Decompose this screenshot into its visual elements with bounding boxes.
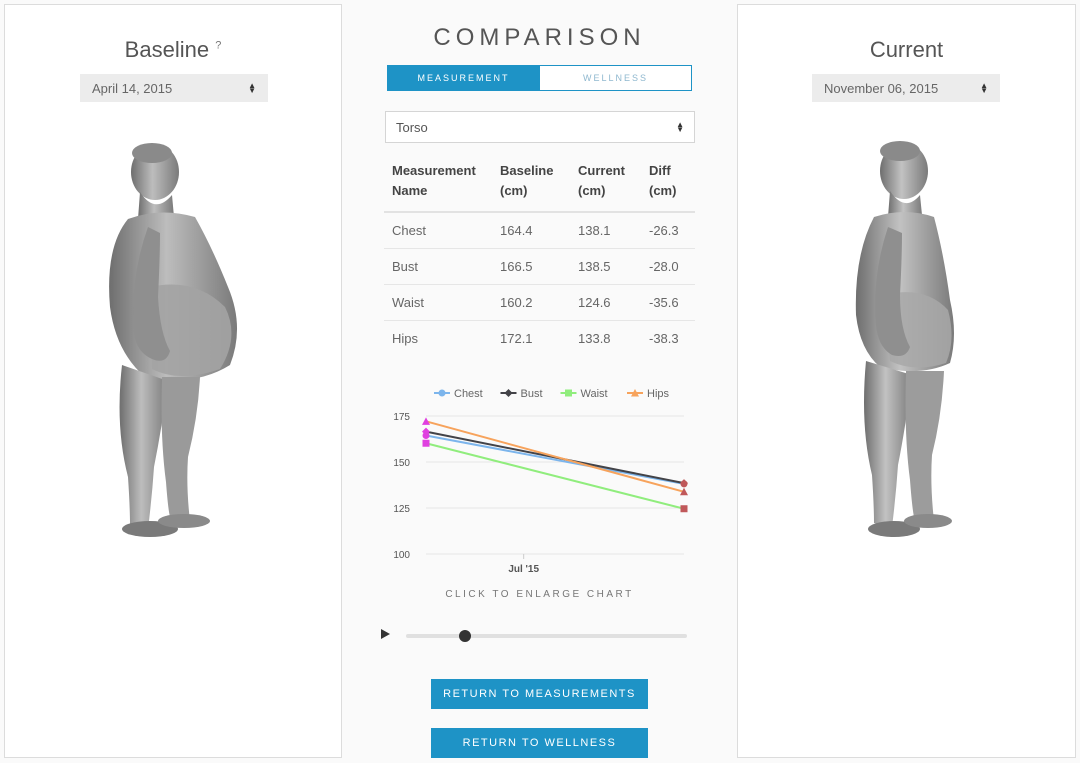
comparison-panel: COMPARISON MEASUREMENT WELLNESS Torso ▲ ▼… xyxy=(342,0,737,763)
enlarge-chart-link[interactable]: CLICK TO ENLARGE CHART xyxy=(445,589,634,600)
header-baseline: Baseline (cm) xyxy=(492,154,570,213)
cell-name: Waist xyxy=(384,284,492,321)
legend-label: Chest xyxy=(454,388,483,400)
baseline-date-value: April 14, 2015 xyxy=(92,80,173,96)
header-diff: Diff (cm) xyxy=(641,154,695,213)
baseline-title-text: Baseline xyxy=(124,37,210,62)
comparison-tabs: MEASUREMENT WELLNESS xyxy=(387,65,692,91)
current-panel: Current November 06, 2015 ▲ ▼ xyxy=(737,4,1076,758)
legend-marker xyxy=(565,389,572,397)
timeline-slider-track[interactable] xyxy=(406,634,687,638)
point-waist xyxy=(680,505,688,513)
cell-current: 124.6 xyxy=(570,284,641,321)
current-title-text: Current xyxy=(869,37,944,62)
select-arrows-icon: ▲ ▼ xyxy=(676,120,684,134)
cell-name: Hips xyxy=(392,331,419,346)
table-row: Chest 164.4 138.1 -26.3 xyxy=(384,212,695,249)
tab-measurement[interactable]: MEASUREMENT xyxy=(387,65,540,91)
table-row: Bust 166.5 138.5 -28.0 xyxy=(384,248,695,285)
y-tick-label: 150 xyxy=(393,458,410,469)
current-date-select[interactable]: November 06, 2015 ▲ ▼ xyxy=(812,74,1000,102)
measurement-chart[interactable]: 175 150 125 100 Jul '15 Chest Bust Waist Hips xyxy=(384,380,704,580)
point-bust xyxy=(680,479,688,488)
header-current: Current (cm) xyxy=(570,154,641,213)
baseline-date-select[interactable]: April 14, 2015 ▲ ▼ xyxy=(80,74,268,102)
legend-label: Hips xyxy=(647,388,670,400)
current-title: Current xyxy=(738,37,1075,63)
table-row: Waist 160.2 124.6 -35.6 xyxy=(384,284,695,321)
point-bust xyxy=(422,427,430,436)
y-tick-label: 100 xyxy=(393,550,410,561)
cell-baseline: 164.4 xyxy=(492,212,570,249)
cell-name: Chest xyxy=(384,212,492,249)
series-line-chest xyxy=(425,434,685,485)
cell-diff: -35.6 xyxy=(641,284,695,321)
help-mark[interactable]: ? xyxy=(215,39,222,52)
play-icon[interactable] xyxy=(381,629,390,639)
cell-diff: -38.3 xyxy=(649,331,679,346)
point-hips xyxy=(680,487,688,496)
tab-wellness[interactable]: WELLNESS xyxy=(540,65,692,91)
cell-baseline: 172.1 xyxy=(500,331,533,346)
cell-baseline: 160.2 xyxy=(492,284,570,321)
series-line-hips xyxy=(425,420,685,493)
current-date-value: November 06, 2015 xyxy=(824,80,939,96)
cell-current: 138.5 xyxy=(570,248,641,285)
baseline-body-scan[interactable] xyxy=(100,137,250,542)
header-measurement-name: Measurement Name xyxy=(384,154,492,213)
region-select[interactable]: Torso ▲ ▼ xyxy=(385,111,695,143)
point-waist xyxy=(422,439,430,447)
legend-label: Waist xyxy=(581,388,608,400)
cell-current: 138.1 xyxy=(570,212,641,249)
current-body-scan[interactable] xyxy=(850,135,970,545)
cell-baseline: 166.5 xyxy=(492,248,570,285)
select-arrows-icon: ▲ ▼ xyxy=(248,81,256,95)
legend-marker xyxy=(631,389,639,397)
return-to-wellness-button[interactable]: RETURN TO WELLNESS xyxy=(431,728,648,758)
timeline-slider-thumb[interactable] xyxy=(459,630,471,642)
comparison-title: COMPARISON xyxy=(433,24,646,51)
legend-marker xyxy=(504,389,513,397)
baseline-title: Baseline ? xyxy=(5,37,341,63)
cell-name: Bust xyxy=(384,248,492,285)
y-tick-label: 125 xyxy=(393,504,410,515)
series-line-waist xyxy=(425,442,685,510)
legend-label: Bust xyxy=(521,388,543,400)
select-arrows-icon: ▲ ▼ xyxy=(980,81,988,95)
x-tick-label: Jul '15 xyxy=(508,564,539,575)
legend-marker xyxy=(438,389,446,397)
table-header-row: Measurement Name Baseline (cm) Current (cm)… xyxy=(384,154,695,213)
region-select-value: Torso xyxy=(396,119,428,135)
cell-diff: -28.0 xyxy=(641,248,695,285)
cell-diff: -26.3 xyxy=(641,212,695,249)
point-hips xyxy=(422,417,430,425)
cell-current: 133.8 xyxy=(578,331,611,346)
y-tick-label: 175 xyxy=(393,412,410,423)
measurement-table: Measurement Name Baseline (cm) Current (cm)… xyxy=(384,154,695,356)
table-row: Hips 172.1 133.8 -38.3 xyxy=(384,321,695,357)
baseline-panel: Baseline ? April 14, 2015 ▲ ▼ xyxy=(4,4,342,758)
return-to-measurements-button[interactable]: RETURN TO MEASUREMENTS xyxy=(431,679,648,709)
